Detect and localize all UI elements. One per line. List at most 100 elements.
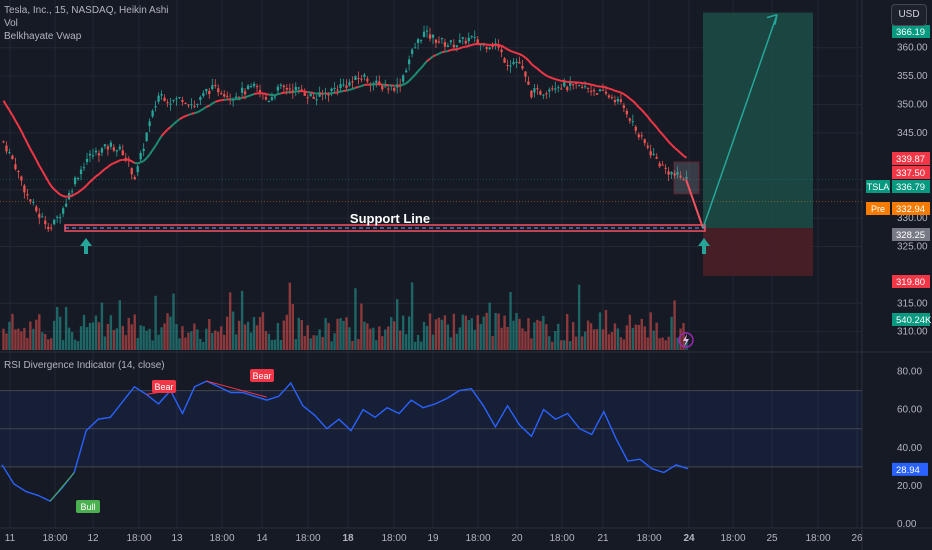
support-line[interactable]: Support Line	[64, 211, 710, 255]
candle-body	[375, 80, 378, 83]
volume-bar	[294, 339, 297, 350]
candle-body	[32, 201, 35, 203]
vwap-segment	[5, 105, 11, 111]
price-badge	[892, 228, 930, 241]
volume-bar	[29, 321, 32, 350]
volume-bar	[542, 315, 545, 350]
candle-body	[485, 47, 488, 49]
volume-bar	[17, 328, 20, 350]
candle-body	[56, 216, 59, 218]
volume-bar	[8, 321, 11, 350]
volume-bar	[184, 337, 187, 350]
volume-bar	[631, 327, 635, 350]
legend-symbol[interactable]: Tesla, Inc., 15, NASDAQ, Heikin Ashi	[4, 5, 169, 16]
vwap-segment	[92, 175, 97, 180]
candle-body	[240, 87, 244, 93]
vwap-segment	[649, 119, 655, 125]
volume-bar	[407, 316, 411, 350]
projection-arrow[interactable]	[702, 13, 778, 229]
time-tick-label: 18:00	[636, 533, 661, 544]
rsi-indicator-title[interactable]: RSI Divergence Indicator (14, close)	[4, 360, 165, 371]
vwap-segment	[408, 77, 413, 82]
time-axis[interactable]: 11 18:00 12 18:00 13 18:00 14 18:00 18 18:00 19 18:…	[5, 332, 863, 544]
candle-body	[566, 86, 569, 91]
vwap-segment	[202, 106, 207, 110]
bear-divergence-line	[206, 380, 267, 398]
volume-bar	[47, 339, 50, 350]
candle-body	[536, 88, 539, 90]
volume-bar	[214, 330, 217, 350]
volume-bar	[211, 332, 214, 350]
volume-bar	[491, 335, 494, 350]
vwap-segment	[74, 191, 79, 195]
volume-bar	[658, 338, 661, 350]
price-axis[interactable]: 360.00355.00350.00345.00335.00330.00325.…	[866, 25, 932, 338]
volume-bar	[321, 336, 324, 350]
volume-bar	[607, 334, 611, 350]
candle-body	[506, 65, 509, 67]
volume-bar	[634, 324, 637, 350]
rsi-axis[interactable]: 80.00 60.00 40.00 20.00 0.00 28.94	[892, 367, 928, 530]
volume-bar	[506, 327, 509, 350]
vwap-segment	[11, 114, 17, 122]
vwap-segment	[361, 84, 365, 88]
vwap-segment	[530, 63, 536, 68]
stop-zone	[703, 228, 813, 276]
vwap-segment	[516, 52, 520, 56]
vwap-segment	[62, 195, 67, 198]
price-badge	[892, 313, 930, 326]
volume-bar	[679, 328, 682, 350]
legend-vwap[interactable]: Belkhayate Vwap	[4, 31, 82, 42]
candle-body	[79, 169, 83, 175]
volume-bar	[446, 324, 450, 350]
volume-bar	[381, 336, 384, 350]
vwap-segment	[563, 80, 568, 83]
candle-body	[151, 110, 154, 117]
vwap-segment	[80, 187, 85, 191]
vwap-segment	[667, 141, 673, 146]
candle-body	[154, 106, 157, 108]
candle-body	[124, 157, 127, 159]
vwap-segment	[59, 193, 64, 197]
vwap-segment	[358, 85, 362, 88]
currency-button[interactable]: USD	[891, 4, 927, 26]
volume-bar	[297, 317, 300, 350]
vwap-segment	[617, 90, 622, 94]
volume-bar	[485, 312, 488, 350]
vwap-segment	[391, 84, 395, 87]
candle-body	[548, 89, 551, 92]
candle-body	[142, 148, 145, 152]
time-tick-label: 18:00	[720, 533, 745, 544]
volume-bar	[375, 340, 378, 350]
candle-body	[76, 178, 80, 180]
volume-bar	[169, 316, 172, 350]
vwap-segment	[191, 112, 195, 115]
candle-body	[491, 45, 494, 47]
volume-bar	[339, 318, 342, 350]
vwap-segment	[151, 145, 157, 151]
candle-body	[267, 101, 271, 103]
candle-body	[589, 90, 593, 92]
price-badge-value: 337.50	[896, 168, 925, 179]
candle-body	[431, 34, 435, 38]
vwap-segment	[244, 95, 249, 99]
vwap-segment	[50, 185, 55, 191]
volume-bar	[387, 326, 390, 350]
volume-bar	[273, 339, 277, 350]
candle-body	[339, 84, 342, 89]
vwap-segment	[593, 84, 598, 88]
vwap-segment	[253, 92, 258, 96]
volume-bar	[85, 327, 89, 350]
vwap-segment	[513, 51, 517, 54]
volume-bar	[566, 313, 569, 350]
volume-bar	[401, 315, 405, 350]
legend-vol[interactable]: Vol	[4, 18, 18, 29]
bull-label: Bull	[80, 502, 95, 512]
vwap-segment	[188, 112, 192, 116]
volume-bar	[166, 313, 169, 350]
candle-body	[643, 139, 646, 144]
candle-body	[130, 168, 133, 175]
candle-body	[20, 176, 23, 181]
volume-bar	[422, 321, 426, 350]
